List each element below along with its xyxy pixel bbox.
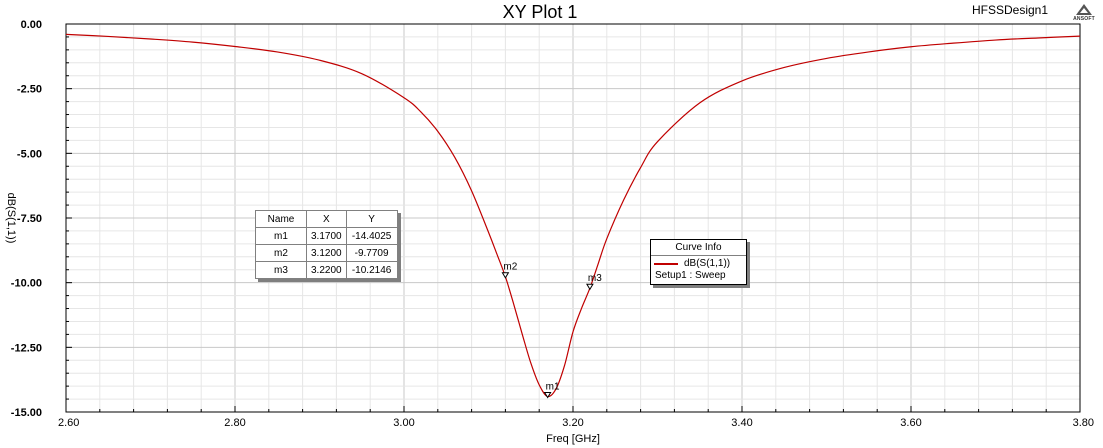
x-tick-label: 3.20	[562, 417, 583, 429]
marker-layer: m1 m2 m3	[501, 262, 602, 399]
y-tick-label: -2.50	[17, 84, 42, 96]
design-name: HFSSDesign1	[972, 3, 1049, 17]
legend-line-swatch	[654, 262, 678, 265]
x-tick-label: 3.40	[731, 417, 752, 429]
x-axis-title: Freq [GHz]	[546, 433, 600, 445]
y-tick-label: -5.00	[17, 148, 42, 160]
logo-text: ANSOFT	[1073, 16, 1095, 22]
x-tick-label: 3.60	[900, 417, 921, 429]
y-tick-label: -10.00	[11, 278, 42, 290]
y-tick-label: 0.00	[21, 19, 42, 31]
y-tick-label: -12.50	[11, 342, 42, 354]
y-tick-label: -7.50	[17, 213, 42, 225]
x-tick-label: 2.80	[224, 417, 245, 429]
plot-frame	[65, 23, 1081, 413]
marker-triangle-m3	[586, 283, 594, 291]
y-tick-label: -15.00	[11, 407, 42, 419]
marker-label-m3: m3	[588, 273, 602, 284]
header-name: Name	[255, 210, 307, 228]
x-tick-label: 2.60	[58, 417, 79, 429]
marker-label-m1: m1	[546, 382, 560, 393]
ansoft-logo: ANSOFT	[1068, 3, 1100, 23]
table-row: m3 3.2200 -10.2146	[255, 261, 398, 279]
legend-entry-sub: Setup1 : Sweep	[655, 270, 726, 281]
marker-table-header: Name X Y	[255, 210, 398, 228]
legend-entry: dB(S(1,1))	[651, 256, 746, 269]
marker-triangle-m1	[543, 392, 552, 399]
marker-table: Name X Y m1 3.1700 -14.4025 m2 3.1200 -9…	[255, 210, 398, 279]
marker-name: m2	[255, 244, 307, 262]
marker-x: 3.1700	[306, 227, 347, 245]
header-y: Y	[345, 210, 398, 228]
ansoft-logo-icon	[1076, 4, 1092, 15]
legend-title: Curve Info	[651, 240, 746, 256]
table-row: m2 3.1200 -9.7709	[255, 244, 398, 262]
marker-y: -10.2146	[345, 261, 398, 279]
marker-triangle-m2	[501, 272, 510, 279]
y-axis-title: dB(S(1,1))	[5, 193, 17, 244]
legend-entry-label: dB(S(1,1))	[684, 258, 731, 269]
chart-title: XY Plot 1	[503, 2, 578, 22]
x-tick-label: 3.00	[393, 417, 414, 429]
marker-y: -14.4025	[345, 227, 398, 245]
marker-x: 3.1200	[306, 244, 347, 262]
tick-labels: 2.60 2.80 3.00 3.20 3.40 3.60 3.80 0.00 -2.50 -5.…	[11, 19, 1094, 429]
grid	[65, 23, 1081, 413]
curve-info-legend: Curve Info dB(S(1,1)) Setup1 : Sweep	[650, 239, 747, 285]
header-x: X	[306, 210, 347, 228]
marker-y: -9.7709	[345, 244, 398, 262]
x-tick-label: 3.80	[1073, 417, 1094, 429]
marker-name: m1	[255, 227, 307, 245]
marker-x: 3.2200	[306, 261, 347, 279]
marker-label-m2: m2	[503, 262, 517, 273]
marker-name: m3	[255, 261, 307, 279]
table-row: m1 3.1700 -14.4025	[255, 227, 398, 245]
